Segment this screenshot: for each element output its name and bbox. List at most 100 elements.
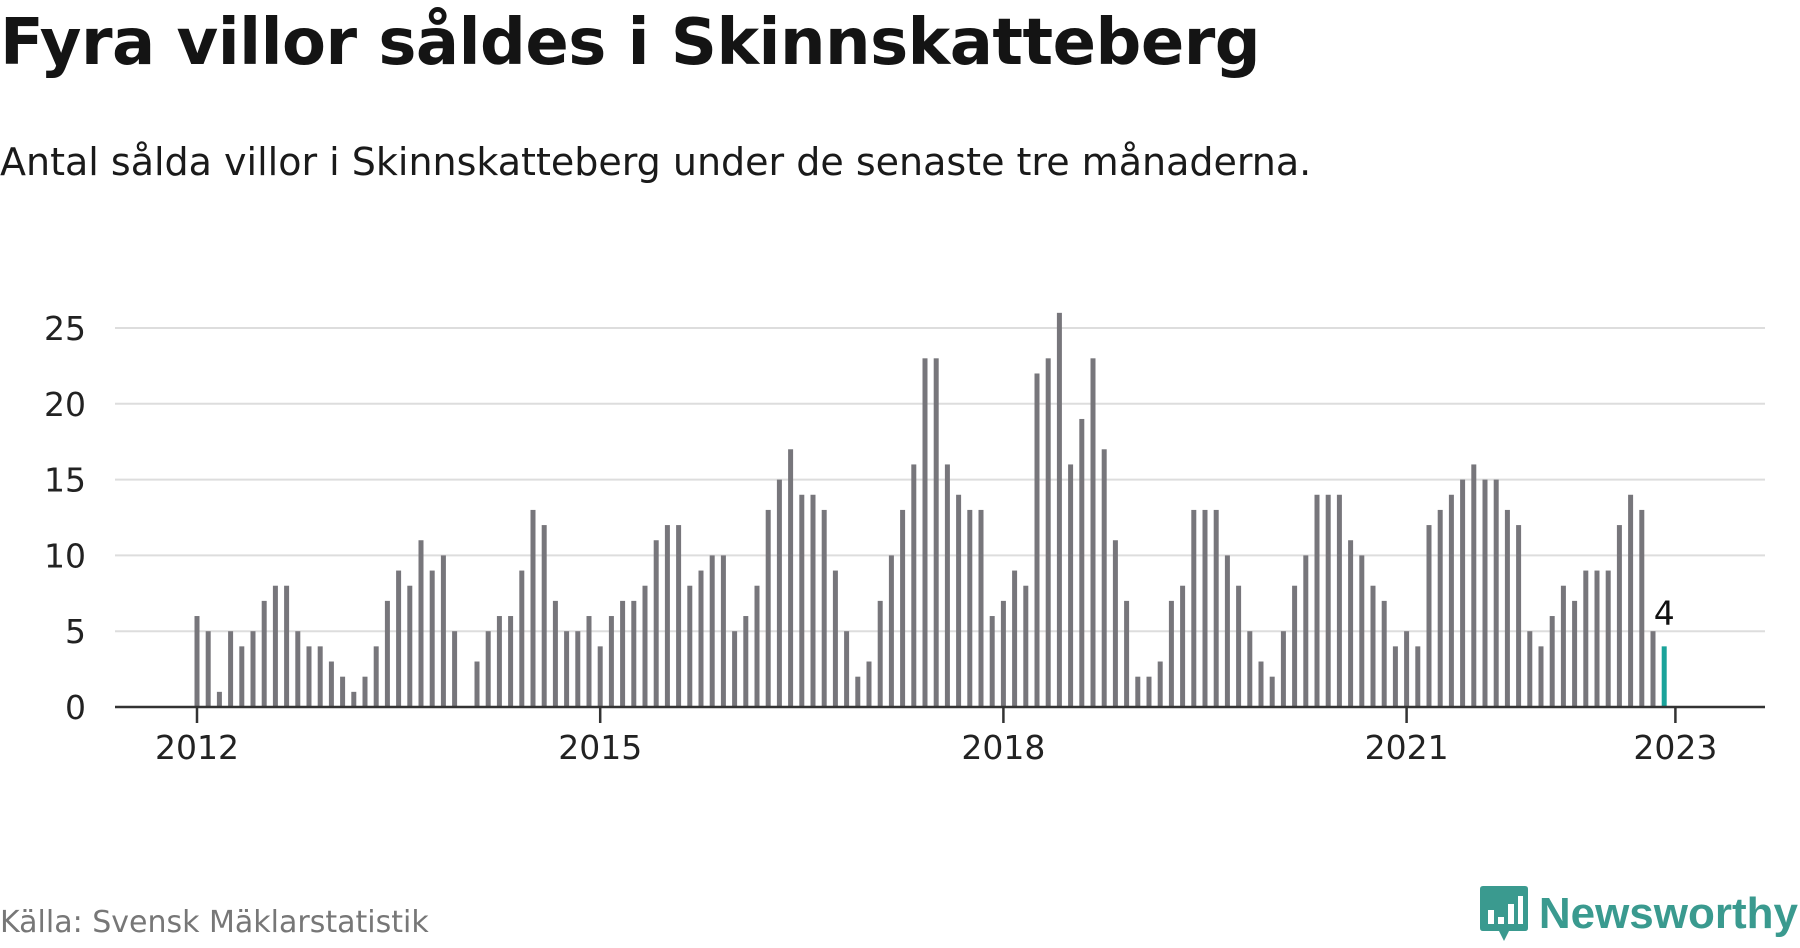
bar [911,464,917,707]
bar [530,509,536,707]
bar [810,494,816,707]
bar [1471,464,1477,707]
bar [564,631,570,707]
bar [653,540,659,707]
bar [944,464,950,707]
bar [1583,570,1589,707]
bar [1236,585,1242,707]
bar [284,585,290,707]
bar [1605,570,1611,707]
bar [1628,494,1634,707]
bar [440,555,446,707]
bar [496,616,502,707]
bar [1202,509,1208,707]
bar [1572,600,1578,707]
x-tick-label: 2012 [155,728,239,767]
bar [631,600,637,707]
bar [1448,494,1454,707]
bar [776,479,782,707]
bar [832,570,838,707]
bar [205,631,211,707]
bar [239,646,245,707]
bar [1336,494,1342,707]
bar [474,661,480,707]
highlight-value-label: 4 [1654,593,1675,632]
bar [306,646,312,707]
bar [541,525,547,707]
bar [1180,585,1186,707]
y-tick-label: 15 [44,461,86,500]
bar [1348,540,1354,707]
x-tick-label: 2021 [1365,728,1449,767]
bar [1415,646,1421,707]
bar [317,646,323,707]
bar [978,509,984,707]
bar [1359,555,1365,707]
bar [855,676,861,707]
bar [351,691,357,707]
bar [1616,525,1622,707]
bar [1504,509,1510,707]
bar [709,555,715,707]
bar [1650,631,1656,707]
bar [429,570,435,707]
bar [597,646,603,707]
y-tick-label: 0 [65,688,86,727]
bar [620,600,626,707]
bar [384,600,390,707]
bar [1303,555,1309,707]
bar [1213,509,1219,707]
bar [743,616,749,707]
bar [328,661,334,707]
bar [788,449,794,707]
bar [967,509,973,707]
brand-name: Newsworthy [1538,889,1798,938]
bar [1437,509,1443,707]
bar [1292,585,1298,707]
bar [1594,570,1600,707]
bar [1023,585,1029,707]
bar [250,631,256,707]
bar [452,631,458,707]
bar [1516,525,1522,707]
bar [1056,312,1062,707]
bar [1112,540,1118,707]
bar [687,585,693,707]
bar [519,570,525,707]
x-tick-label: 2015 [558,728,642,767]
bar [1258,661,1264,707]
y-tick-label: 5 [65,612,86,651]
bar [1639,509,1645,707]
x-tick-label: 2018 [961,728,1045,767]
bar [1012,570,1018,707]
bar [720,555,726,707]
bar [933,358,939,707]
chart-subtitle: Antal sålda villor i Skinnskatteberg und… [0,140,1312,184]
bar [1460,479,1466,707]
bar [1224,555,1230,707]
bar [765,509,771,707]
bar [1090,358,1096,707]
bar [866,661,872,707]
bar [272,585,278,707]
bar [1527,631,1533,707]
bar [608,616,614,707]
bar [1426,525,1432,707]
bar [1068,464,1074,707]
brand-logo: Newsworthy [1479,884,1798,944]
y-tick-label: 25 [44,309,86,348]
bar [1101,449,1107,707]
bar [1157,661,1163,707]
bar [1482,479,1488,707]
bar [1370,585,1376,707]
bar [1247,631,1253,707]
x-tick-label: 2023 [1633,728,1717,767]
bar [1135,676,1141,707]
bar [1381,600,1387,707]
bar [216,691,222,707]
bar [844,631,850,707]
source-note: Källa: Svensk Mäklarstatistik [0,905,429,940]
highlight-bar [1661,646,1667,707]
bar [552,600,558,707]
